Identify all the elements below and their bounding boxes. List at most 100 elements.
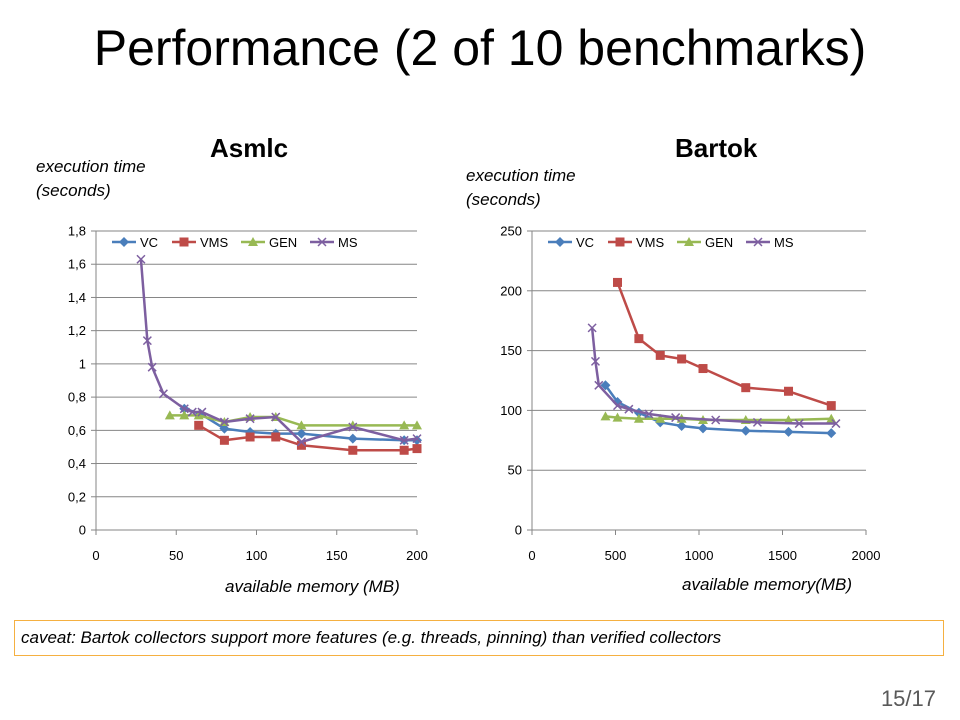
data-point-ms <box>794 419 804 429</box>
data-point-vms <box>194 420 204 430</box>
y-tick-label: 0,2 <box>68 489 86 504</box>
data-point-ms <box>752 417 762 427</box>
y-axis-label-bartok: execution time (seconds) <box>466 166 576 209</box>
data-point-vms <box>271 432 281 442</box>
chart-title-asmlc: Asmlc <box>210 133 289 163</box>
data-point-ms <box>587 323 597 333</box>
data-point-ms <box>399 435 409 445</box>
legend-label-gen: GEN <box>705 235 733 250</box>
data-point-ms <box>296 437 306 447</box>
data-point-gen <box>164 410 175 420</box>
data-point-vc <box>296 428 307 439</box>
data-point-ms <box>644 409 654 419</box>
data-point-vms <box>348 445 358 455</box>
legend-label-ms: MS <box>774 235 794 250</box>
legend-marker-vms <box>179 237 189 247</box>
x-tick-label: 0 <box>92 548 99 563</box>
y-tick-label: 0 <box>79 523 86 538</box>
chart-0: 0 0,2 0,4 0,6 0,8 1 1,2 1,4 1,6 1,8 0 50 100 150 200 VC… <box>68 224 428 564</box>
x-tick-label: 500 <box>605 548 627 563</box>
data-point-ms <box>245 414 255 424</box>
data-point-ms <box>271 412 281 422</box>
legend-label-gen: GEN <box>269 235 297 250</box>
data-point-ms <box>624 404 634 414</box>
series-line-ms <box>139 259 418 444</box>
x-tick-label: 200 <box>406 548 428 563</box>
x-tick-label: 50 <box>169 548 183 563</box>
chart-1: 0 50 100 150 200 250 0 500 1000 1500 2000 VC VMS GEN M… <box>500 224 880 564</box>
data-point-ms <box>158 389 168 399</box>
data-point-vms <box>677 354 687 364</box>
data-point-gen <box>655 413 666 423</box>
legend-label-vms: VMS <box>636 235 665 250</box>
data-point-vms <box>613 277 623 287</box>
legend-marker-vms <box>615 237 625 247</box>
x-tick-label: 1500 <box>768 548 797 563</box>
data-point-vc <box>826 428 837 439</box>
data-point-gen <box>412 420 422 430</box>
legend-label-vc: VC <box>140 235 158 250</box>
data-point-vms <box>296 440 306 450</box>
data-point-ms <box>219 417 229 427</box>
legend: VC VMS GEN MS <box>112 235 358 250</box>
data-point-gen <box>399 420 410 430</box>
data-point-vms <box>399 445 409 455</box>
y-tick-label: 1,6 <box>68 257 86 272</box>
y-tick-label: 200 <box>500 283 522 298</box>
page-number: 15/17 <box>880 686 936 711</box>
x-axis-label-bartok: available memory(MB) <box>682 575 853 594</box>
data-point-vms <box>412 444 422 454</box>
caveat-box: caveat: Bartok collectors support more f… <box>14 620 944 656</box>
x-axis-label-asmlc: available memory (MB) <box>225 577 400 596</box>
legend-marker-gen <box>248 237 258 246</box>
y-tick-label: 1 <box>79 356 86 371</box>
data-point-gen <box>600 411 611 421</box>
x-tick-label: 2000 <box>852 548 881 563</box>
data-point-gen <box>179 410 190 420</box>
data-point-vms <box>245 432 255 442</box>
y-tick-label: 100 <box>500 403 522 418</box>
y-tick-label: 150 <box>500 343 522 358</box>
x-tick-label: 1000 <box>685 548 714 563</box>
series-vms <box>613 277 836 411</box>
series-ms <box>587 323 841 429</box>
y-tick-label: 0 <box>515 523 522 538</box>
data-point-ms <box>136 254 146 264</box>
data-point-ms <box>197 407 207 417</box>
data-point-vc <box>219 423 230 434</box>
series-vms <box>194 420 422 455</box>
data-point-ms <box>348 422 358 432</box>
x-tick-label: 0 <box>528 548 535 563</box>
data-point-ms <box>187 407 197 417</box>
data-point-vc <box>600 380 611 391</box>
data-point-vc <box>347 433 358 444</box>
data-point-gen <box>633 413 644 423</box>
data-point-ms <box>831 419 841 429</box>
data-point-vc <box>783 426 794 437</box>
y-tick-label: 1,4 <box>68 290 86 305</box>
slide-title: Performance (2 of 10 benchmarks) <box>93 20 867 76</box>
data-point-ms <box>590 356 600 366</box>
y-tick-label: 1,2 <box>68 323 86 338</box>
data-point-vc <box>740 425 751 436</box>
data-point-ms <box>594 380 604 390</box>
y-tick-label: 250 <box>500 224 522 239</box>
data-point-vms <box>698 364 708 374</box>
y-tick-label: 50 <box>508 463 522 478</box>
legend-label-vc: VC <box>576 235 594 250</box>
legend-label-vms: VMS <box>200 235 229 250</box>
data-point-vms <box>634 334 644 344</box>
series-vc <box>600 380 837 439</box>
data-point-ms <box>711 415 721 425</box>
data-point-vms <box>219 435 229 445</box>
series-ms <box>136 254 422 447</box>
data-point-vc <box>698 423 709 434</box>
data-point-vms <box>826 401 836 411</box>
data-point-vc <box>676 420 687 431</box>
legend: VC VMS GEN MS <box>548 235 794 250</box>
data-point-vms <box>741 383 751 393</box>
data-point-gen <box>783 414 794 424</box>
series-line-vms <box>616 281 832 407</box>
y-axis-label-asmlc: execution time (seconds) <box>36 157 146 200</box>
data-point-gen <box>296 420 307 430</box>
